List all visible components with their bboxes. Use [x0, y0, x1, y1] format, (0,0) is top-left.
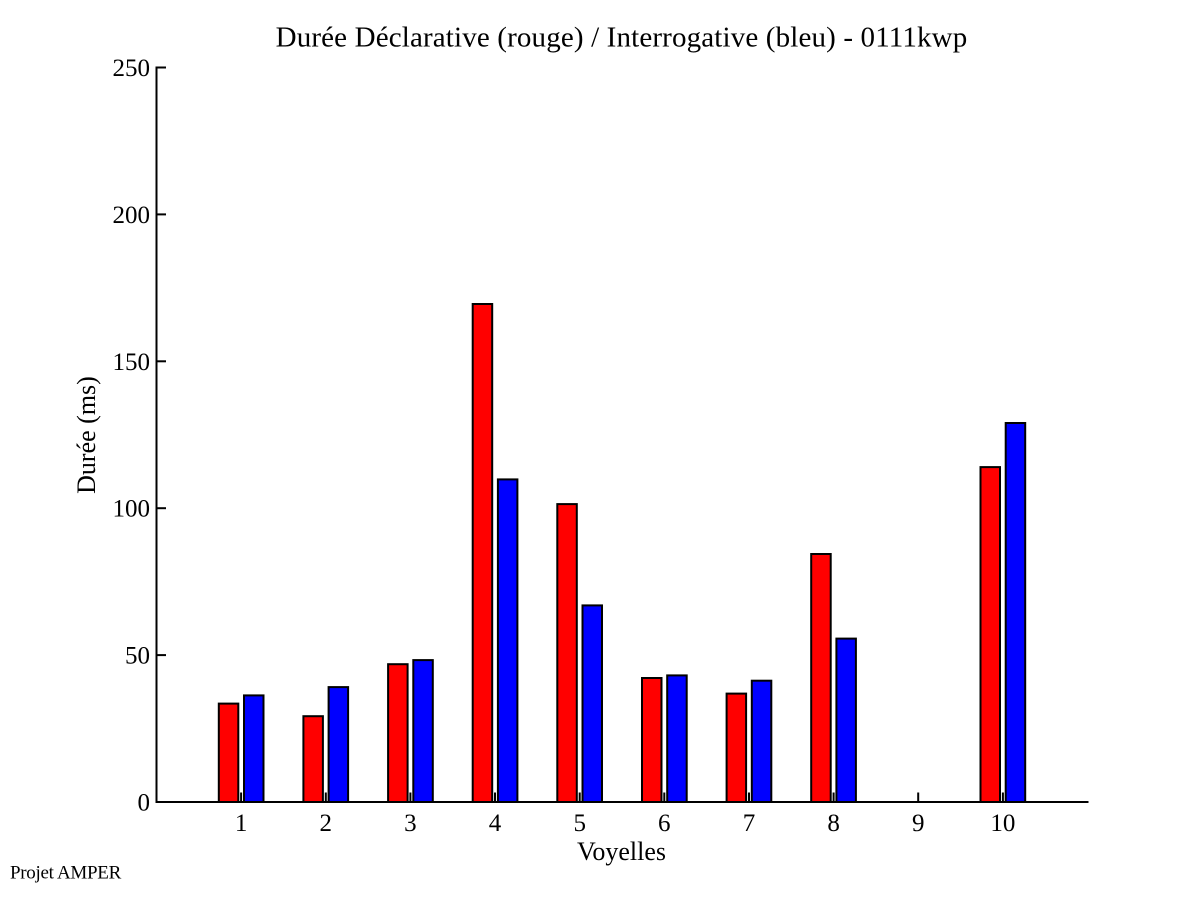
svg-text:3: 3	[404, 810, 417, 837]
svg-text:150: 150	[113, 349, 151, 376]
svg-text:0: 0	[138, 790, 151, 817]
svg-text:Projet AMPER: Projet AMPER	[10, 862, 122, 883]
svg-text:4: 4	[489, 810, 502, 837]
svg-text:50: 50	[125, 643, 150, 670]
svg-text:200: 200	[113, 202, 151, 229]
svg-text:Durée (ms): Durée (ms)	[72, 376, 101, 494]
svg-text:Voyelles: Voyelles	[577, 837, 666, 866]
svg-text:10: 10	[990, 810, 1015, 837]
svg-text:Durée Déclarative (rouge) / In: Durée Déclarative (rouge) / Interrogativ…	[276, 22, 968, 54]
svg-text:250: 250	[113, 55, 151, 82]
svg-text:7: 7	[743, 810, 756, 837]
svg-text:9: 9	[912, 810, 925, 837]
svg-text:5: 5	[573, 810, 586, 837]
svg-text:100: 100	[113, 496, 151, 523]
svg-text:8: 8	[827, 810, 840, 837]
svg-text:1: 1	[235, 810, 248, 837]
svg-text:6: 6	[658, 810, 671, 837]
svg-text:2: 2	[320, 810, 333, 837]
